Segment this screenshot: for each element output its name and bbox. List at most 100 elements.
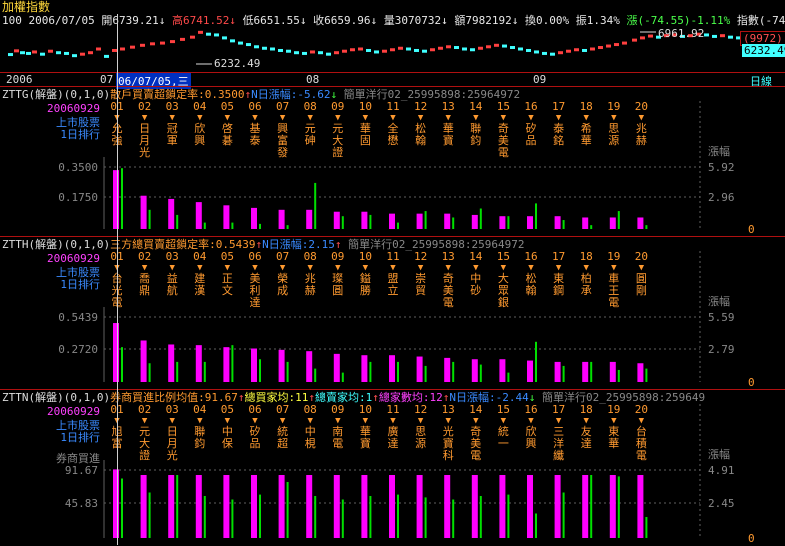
stock-column[interactable]: 12 ▼ 崇貿 — [409, 251, 433, 297]
stock-column[interactable]: 20 ▼ 台積電 — [629, 404, 653, 462]
stock-column[interactable]: 14 ▼ 奇美電 — [464, 404, 488, 462]
stock-column[interactable]: 06 ▼ 基泰 — [243, 101, 267, 147]
stock-column[interactable]: 07 ▼ 榮成 — [271, 251, 295, 297]
stock-column[interactable]: 04 ▼ 欣興 — [188, 101, 212, 147]
stock-rank-number: 20 — [634, 250, 649, 263]
stock-column[interactable]: 06 ▼ 矽品 — [243, 404, 267, 450]
triangle-down-icon: ▼ — [335, 416, 341, 426]
stock-column[interactable]: 02 ▼ 喬鼎 — [133, 251, 157, 297]
stock-column[interactable]: 18 ▼ 柏承 — [574, 251, 598, 297]
stock-column[interactable]: 07 ▼ 統超 — [271, 404, 295, 450]
stock-column[interactable]: 20 ▼ 圓剛 — [629, 251, 653, 297]
stock-column[interactable]: 12 ▼ 松翰 — [409, 101, 433, 147]
bar-value — [527, 360, 533, 382]
bar-value — [361, 355, 368, 382]
stock-column[interactable]: 13 ▼ 華寶 — [436, 101, 460, 147]
stock-column[interactable]: 04 ▼ 建漢 — [188, 251, 212, 297]
stock-name: 奇美電 — [470, 425, 482, 462]
crosshair-vertical — [117, 14, 118, 545]
stock-column[interactable]: 17 ▼ 泰銘 — [547, 101, 571, 147]
stock-name: 東鋼 — [553, 272, 565, 297]
mini-candle — [198, 30, 203, 34]
stock-column[interactable]: 19 ▼ 車王電 — [602, 251, 626, 309]
mini-candle — [72, 54, 77, 58]
panel-date: 20060929 — [47, 252, 100, 265]
stock-column[interactable]: 16 ▼ 松翰 — [519, 251, 543, 297]
date-axis[interactable]: 2006 07 06/07/05,三 08 09 日線 — [0, 72, 785, 89]
triangle-down-icon: ▼ — [417, 263, 424, 273]
stock-column[interactable]: 15 ▼ 奇美電 — [491, 101, 515, 159]
stock-column[interactable]: 19 ▼ 思源 — [602, 101, 626, 147]
stock-column[interactable]: 02 ▼ 日月光 — [133, 101, 157, 159]
stock-column[interactable]: 03 ▼ 冠軍 — [160, 101, 184, 147]
stock-column[interactable]: 08 ▼ 中梘 — [298, 404, 322, 450]
stock-column[interactable]: 14 ▼ 聯鈞 — [464, 101, 488, 147]
stock-rank-number: 07 — [275, 403, 290, 416]
bar-change — [479, 364, 482, 382]
stock-name: 崇貿 — [415, 272, 427, 297]
stock-column[interactable]: 19 ▼ 東華 — [602, 404, 626, 450]
mini-candle — [14, 49, 19, 53]
stock-name: 大眾銀 — [497, 272, 509, 309]
stock-column[interactable]: 11 ▼ 盟立 — [381, 251, 405, 297]
stock-column[interactable]: 17 ▼ 東鋼 — [547, 251, 571, 297]
stock-rank-number: 12 — [413, 403, 428, 416]
stock-column[interactable]: 16 ▼ 矽品 — [519, 101, 543, 147]
mini-candle — [632, 38, 637, 42]
panel-extra3-arrow: ↑ — [442, 391, 450, 404]
bar-value — [416, 356, 423, 382]
stock-column[interactable]: 16 ▼ 欣興 — [519, 404, 543, 450]
stock-column[interactable]: 06 ▼ 美利達 — [243, 251, 267, 309]
stock-name: 統超 — [277, 425, 289, 450]
stock-column[interactable]: 03 ▼ 益航 — [160, 251, 184, 297]
y-tick-top: 0.3500 — [58, 161, 98, 174]
stock-column[interactable]: 09 ▼ 璨圓 — [326, 251, 350, 297]
stock-column[interactable]: 10 ▼ 鎰勝 — [353, 251, 377, 297]
stock-column[interactable]: 02 ▼ 元大證 — [133, 404, 157, 462]
quote-amplitude: 振1.34% — [575, 14, 620, 27]
mini-candle — [160, 41, 165, 45]
stock-column[interactable]: 15 ▼ 大眾銀 — [491, 251, 515, 309]
bar-change — [203, 222, 206, 229]
stock-column[interactable]: 09 ▼ 元大證 — [326, 101, 350, 159]
stock-column[interactable]: 03 ▼ 日月光 — [160, 404, 184, 462]
stock-column[interactable]: 10 ▼ 華寶 — [353, 404, 377, 450]
stock-column[interactable]: 07 ▼ 興富發 — [271, 101, 295, 159]
bar-value — [582, 475, 589, 538]
stock-column[interactable]: 13 ▼ 奇美電 — [436, 251, 460, 309]
stock-column[interactable]: 20 ▼ 兆赫 — [629, 101, 653, 147]
triangle-down-icon: ▼ — [141, 416, 148, 426]
stock-column[interactable]: 12 ▼ 思源 — [409, 404, 433, 450]
stock-column[interactable]: 15 ▼ 統一 — [491, 404, 515, 450]
panel-extra1-arrow: ↑ — [308, 391, 315, 404]
bar-value — [527, 216, 533, 229]
stock-rank-number: 04 — [193, 250, 207, 263]
stock-column[interactable]: 17 ▼ 三洋纖 — [547, 404, 571, 462]
stock-column[interactable]: 09 ▼ 南電 — [326, 404, 350, 450]
triangle-down-icon: ▼ — [197, 113, 203, 123]
mini-candle — [366, 48, 371, 52]
stock-column[interactable]: 11 ▼ 全懋 — [381, 101, 405, 147]
bar-value — [195, 475, 202, 538]
stock-column[interactable]: 08 ▼ 元砷 — [298, 101, 322, 147]
stock-column[interactable]: 05 ▼ 正文 — [215, 251, 239, 297]
daily-line-button[interactable]: 日線 — [750, 75, 772, 88]
stock-name: 元大證 — [332, 122, 344, 159]
stock-column[interactable]: 14 ▼ 中砂 — [464, 251, 488, 297]
quote-amount: 額7982192↓ — [454, 14, 519, 27]
stock-column[interactable]: 05 ▼ 啓碁 — [215, 101, 239, 147]
mini-candle — [462, 47, 467, 51]
stock-column[interactable]: 11 ▼ 廣達 — [381, 404, 405, 450]
panel-zttg[interactable]: ZTTG(解盤)(0,1,0)散戶買賣超鎖定率:0.3500↑N日漲幅:-5.6… — [0, 86, 785, 237]
mini-candle — [526, 48, 531, 52]
stock-rank-number: 03 — [165, 100, 179, 113]
stock-column[interactable]: 08 ▼ 兆赫 — [298, 251, 322, 297]
stock-column[interactable]: 18 ▼ 希華 — [574, 101, 598, 147]
stock-column[interactable]: 10 ▼ 華固 — [353, 101, 377, 147]
stock-column[interactable]: 05 ▼ 中保 — [215, 404, 239, 450]
stock-column[interactable]: 13 ▼ 光寶科 — [436, 404, 460, 462]
stock-column[interactable]: 18 ▼ 友達 — [574, 404, 598, 450]
mini-price-chart[interactable] — [0, 27, 785, 72]
bar-value — [444, 475, 451, 538]
stock-column[interactable]: 04 ▼ 聯鈞 — [188, 404, 212, 450]
